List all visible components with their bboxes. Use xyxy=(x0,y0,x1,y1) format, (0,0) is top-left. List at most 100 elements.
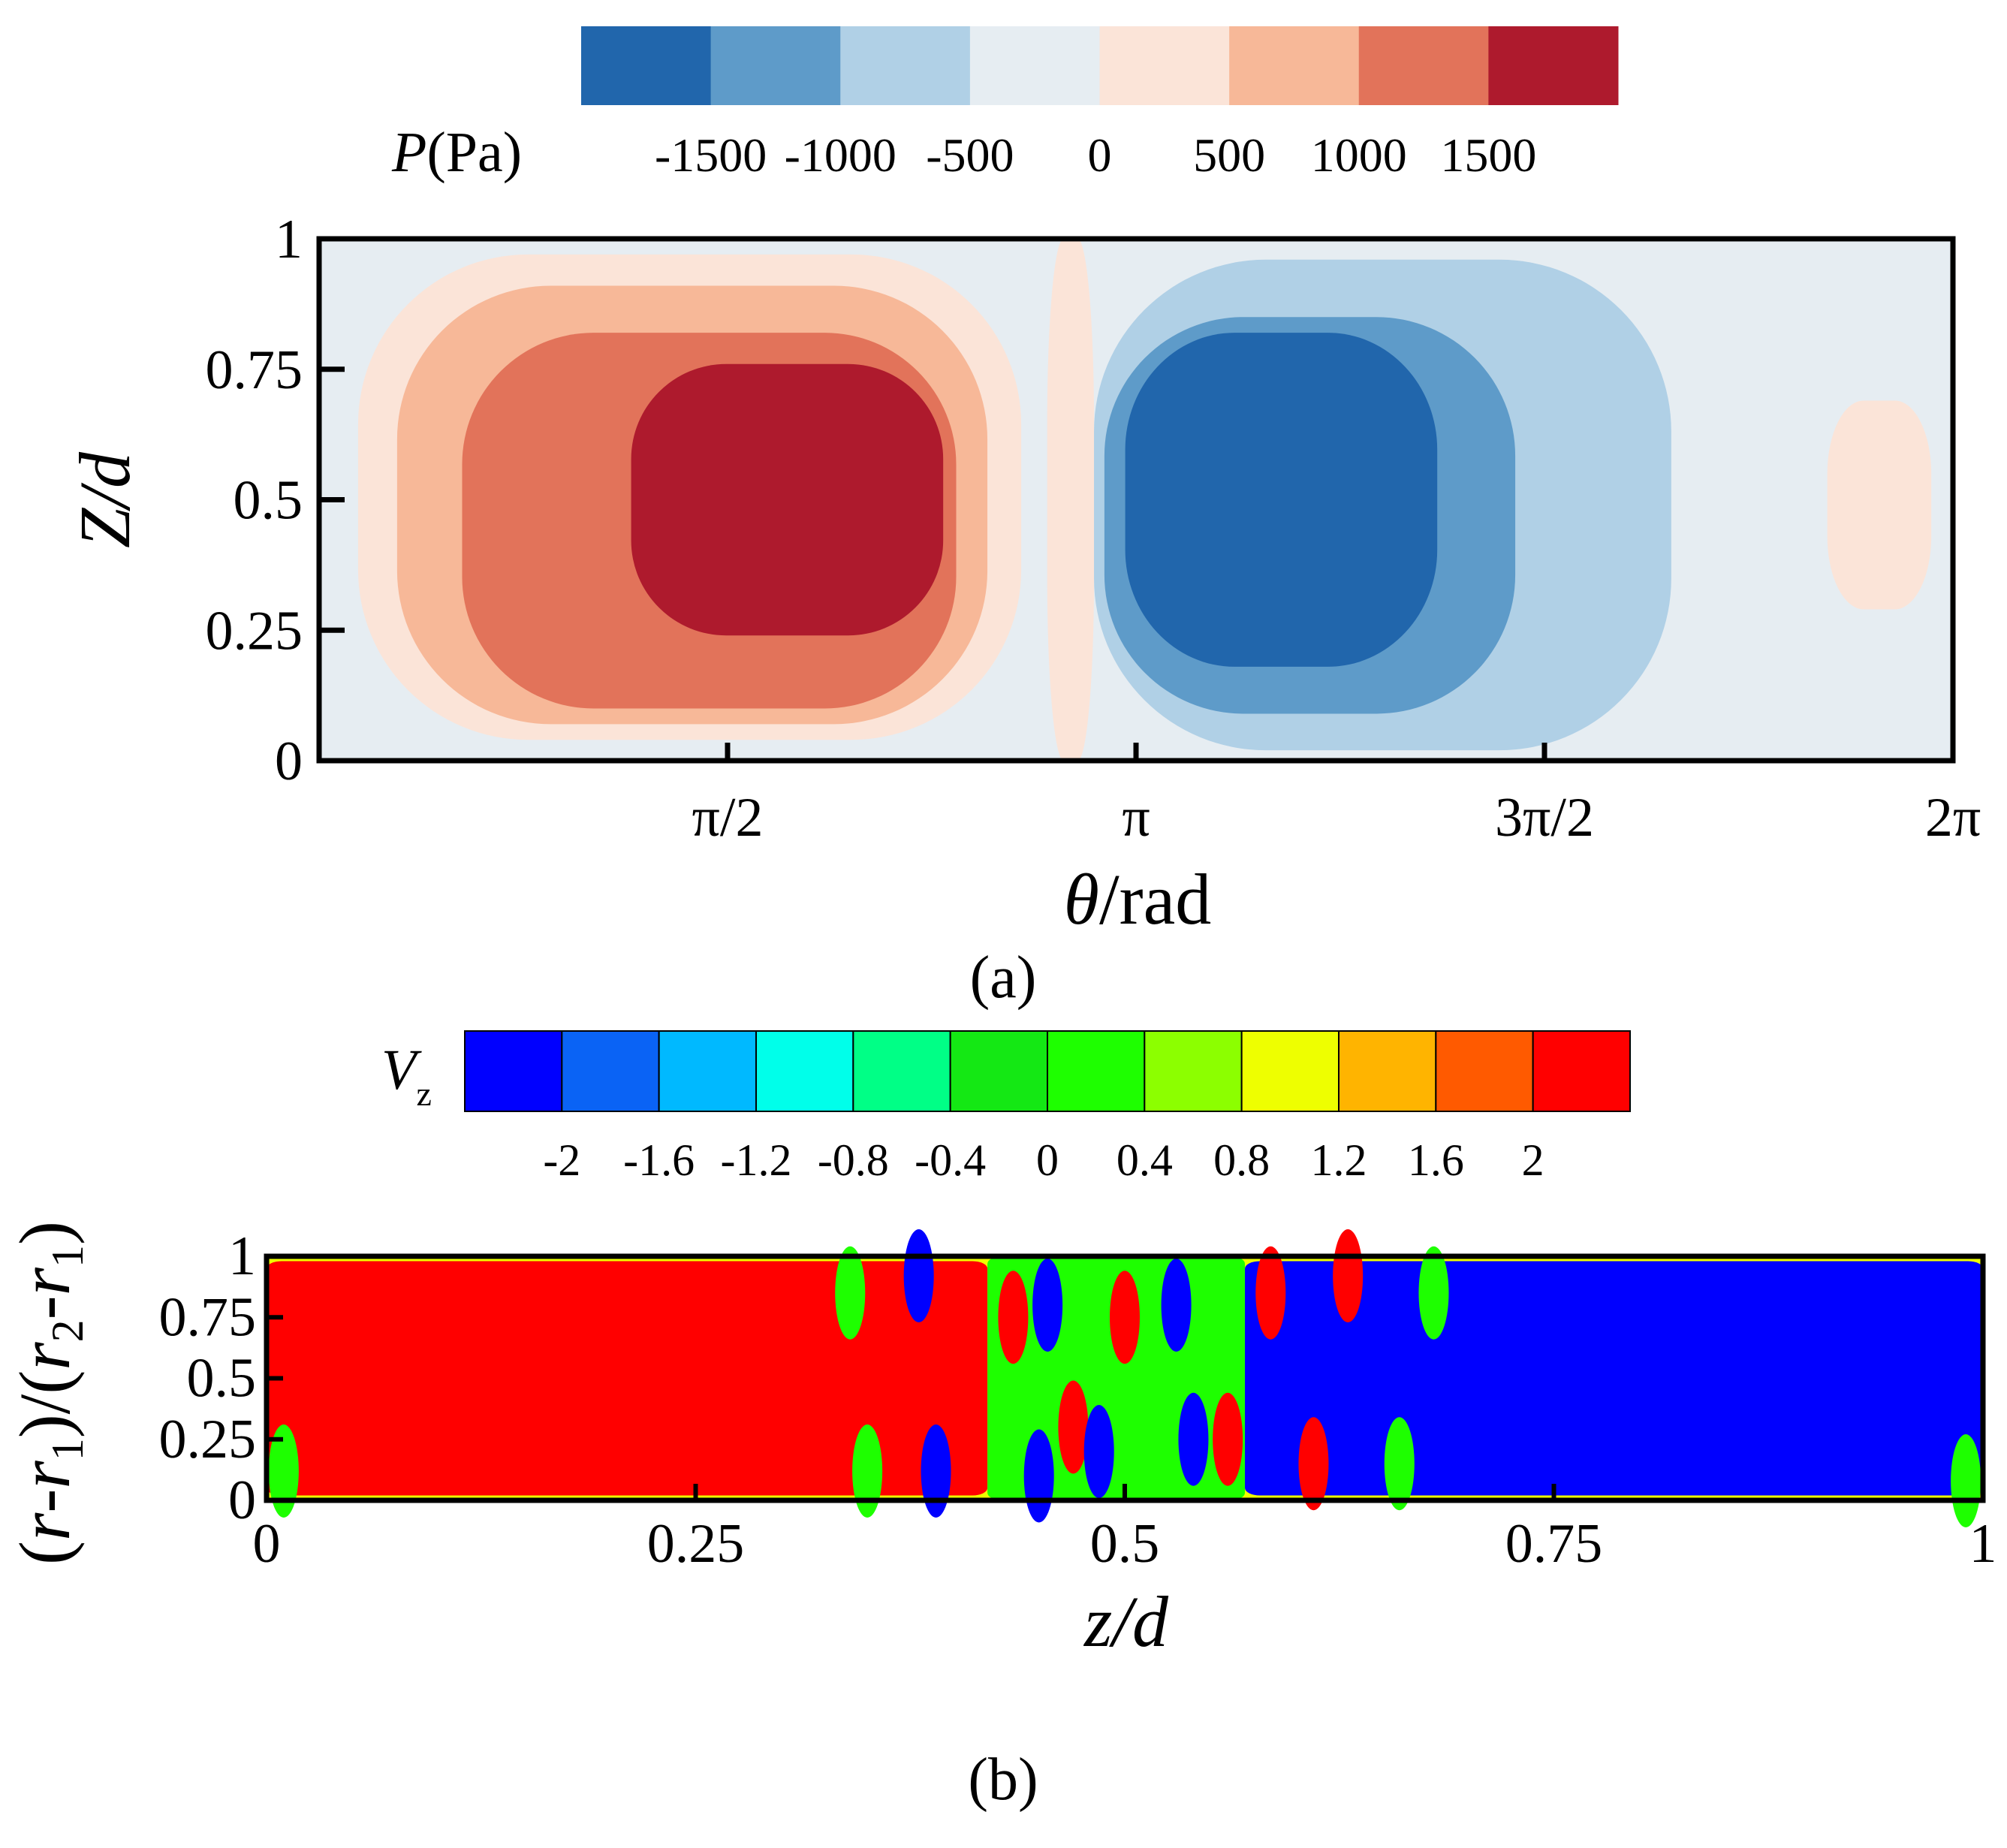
pressure-colorbar-swatch xyxy=(710,26,841,105)
velocity-contour-cell xyxy=(1178,1392,1209,1486)
z-axis-tick-label: 1 xyxy=(275,209,303,270)
zd-axis-tick-label: 0.25 xyxy=(647,1513,745,1575)
pressure-colorbar-tick-label: -500 xyxy=(926,128,1014,182)
velocity-plot-area xyxy=(264,1229,1986,1527)
velocity-contour-cell xyxy=(1951,1434,1981,1527)
velocity-colorbar-tick-label: -1.2 xyxy=(721,1135,792,1185)
velocity-contour-cell xyxy=(903,1229,934,1322)
velocity-contour-cell xyxy=(1213,1392,1243,1486)
velocity-contour-region xyxy=(267,1261,988,1496)
r-axis-tick-label: 0.75 xyxy=(159,1286,257,1348)
velocity-contour-cell xyxy=(1384,1417,1415,1511)
theta-axis-tick-label: π xyxy=(1122,787,1150,849)
velocity-contour-cell xyxy=(1161,1259,1192,1352)
velocity-contour-panel: Vz -2 -1.6 -1.2 -0.8 -0.4 0 0.4 0.8 1.2 1.6 2 0 0.2… xyxy=(5,1030,1997,1813)
velocity-colorbar-swatch xyxy=(852,1030,951,1112)
pressure-contour-region xyxy=(631,363,944,636)
velocity-colorbar-swatch xyxy=(1532,1030,1631,1112)
pressure-colorbar xyxy=(581,26,1619,105)
velocity-colorbar-title: Vz xyxy=(381,1039,432,1113)
velocity-colorbar-swatch xyxy=(658,1030,758,1112)
velocity-colorbar-tick-label: 0.8 xyxy=(1213,1135,1270,1185)
velocity-colorbar-swatch xyxy=(1240,1030,1340,1112)
r-axis-tick-label: 0.5 xyxy=(187,1348,257,1409)
pressure-colorbar-swatch xyxy=(1358,26,1489,105)
velocity-colorbar-swatch xyxy=(464,1030,563,1112)
velocity-colorbar-ticks: -2 -1.6 -1.2 -0.8 -0.4 0 0.4 0.8 1.2 1.6 2 xyxy=(543,1135,1544,1185)
z-axis-ticks: 0 0.25 0.5 0.75 1 xyxy=(206,209,345,792)
z-axis-tick-label: 0.75 xyxy=(206,339,303,401)
theta-axis-label: θ/rad xyxy=(1064,859,1211,939)
velocity-contour-cell xyxy=(1032,1259,1063,1352)
pressure-colorbar-swatch xyxy=(1229,26,1360,105)
r-axis-tick-label: 1 xyxy=(228,1225,256,1287)
velocity-contour-cell xyxy=(1058,1380,1089,1474)
theta-axis-tick-label: 2π xyxy=(1925,787,1981,849)
velocity-colorbar-tick-label: 2 xyxy=(1522,1135,1544,1185)
velocity-colorbar-tick-label: -2 xyxy=(543,1135,580,1185)
velocity-contour-cell xyxy=(1255,1246,1286,1340)
theta-axis-ticks: π/2 π 3π/2 2π xyxy=(692,743,1981,849)
velocity-colorbar xyxy=(464,1030,1631,1112)
pressure-contour-region xyxy=(1827,400,1932,610)
pressure-colorbar-tick-label: -1000 xyxy=(785,128,897,182)
zd-axis-tick-label: 0.75 xyxy=(1505,1513,1603,1575)
pressure-colorbar-swatch xyxy=(1488,26,1619,105)
velocity-colorbar-tick-label: 1.2 xyxy=(1311,1135,1367,1185)
velocity-contour-cell xyxy=(835,1246,866,1340)
velocity-contour-cell xyxy=(921,1424,951,1518)
pressure-colorbar-tick-label: 500 xyxy=(1193,128,1265,182)
pressure-colorbar-title: P(Pa) xyxy=(391,121,522,184)
velocity-colorbar-tick-label: 0.4 xyxy=(1117,1135,1173,1185)
velocity-contour-cell xyxy=(1083,1405,1114,1498)
z-axis-label: Z/d xyxy=(65,451,145,548)
pressure-colorbar-swatch xyxy=(969,26,1100,105)
pressure-colorbar-swatch xyxy=(1099,26,1230,105)
zd-axis-tick-label: 1 xyxy=(1969,1513,1997,1575)
r-axis-ticks-b: 00.250.50.751 xyxy=(159,1225,283,1531)
pressure-colorbar-tick-label: 1000 xyxy=(1311,128,1407,182)
pressure-contour-region xyxy=(1047,239,1095,761)
pressure-colorbar-tick-label: 0 xyxy=(1088,128,1112,182)
velocity-contour-cell xyxy=(268,1424,299,1518)
velocity-colorbar-swatch xyxy=(561,1030,660,1112)
velocity-contour-cell xyxy=(1333,1229,1364,1322)
velocity-colorbar-swatch xyxy=(1435,1030,1534,1112)
velocity-contour-cell xyxy=(1418,1246,1449,1340)
velocity-colorbar-swatch xyxy=(1338,1030,1437,1112)
pressure-colorbar-tick-label: -1500 xyxy=(655,128,767,182)
theta-axis-tick-label: π/2 xyxy=(692,787,764,849)
velocity-colorbar-swatch xyxy=(755,1030,854,1112)
zd-axis-tick-label: 0.5 xyxy=(1090,1513,1160,1575)
zd-axis-label: z/d xyxy=(1083,1581,1169,1662)
velocity-colorbar-tick-label: -0.8 xyxy=(818,1135,889,1185)
velocity-contour-cell xyxy=(1110,1271,1140,1364)
z-axis-tick-label: 0 xyxy=(275,731,303,792)
velocity-colorbar-tick-label: -0.4 xyxy=(915,1135,986,1185)
velocity-colorbar-swatch xyxy=(1047,1030,1146,1112)
velocity-contour-cell xyxy=(1023,1429,1054,1523)
zd-axis-tick-label: 0 xyxy=(253,1513,281,1575)
velocity-colorbar-swatch xyxy=(949,1030,1048,1112)
velocity-contour-cell xyxy=(998,1271,1029,1364)
pressure-colorbar-swatch xyxy=(840,26,971,105)
r-axis-tick-label: 0 xyxy=(228,1470,256,1531)
pressure-colorbar-tick-label: 1500 xyxy=(1440,128,1536,182)
r-axis-tick-label: 0.25 xyxy=(159,1409,257,1470)
velocity-contour-cell xyxy=(852,1424,883,1518)
pressure-plot-area xyxy=(316,236,1956,764)
pressure-contour-region xyxy=(1125,333,1438,667)
pressure-contour-panel: P(Pa) -1500 -1000 -500 0 500 1000 1500 π/2 π 3π/… xyxy=(65,26,1981,1011)
z-axis-ticks-b: 0 0.25 0.5 0.75 1 xyxy=(253,1484,1997,1575)
velocity-colorbar-tick-label: -1.6 xyxy=(623,1135,695,1185)
r-axis-label: (r-r1)/(r2-r1) xyxy=(5,1221,92,1565)
pressure-colorbar-ticks: -1500 -1000 -500 0 500 1000 1500 xyxy=(655,128,1536,182)
velocity-colorbar-swatch xyxy=(1144,1030,1243,1112)
theta-axis-tick-label: 3π/2 xyxy=(1495,787,1594,849)
z-axis-tick-label: 0.5 xyxy=(234,470,303,532)
pressure-colorbar-swatch xyxy=(581,26,712,105)
z-axis-tick-label: 0.25 xyxy=(206,600,303,662)
velocity-colorbar-tick-label: 0 xyxy=(1036,1135,1059,1185)
velocity-colorbar-tick-label: 1.6 xyxy=(1408,1135,1464,1185)
